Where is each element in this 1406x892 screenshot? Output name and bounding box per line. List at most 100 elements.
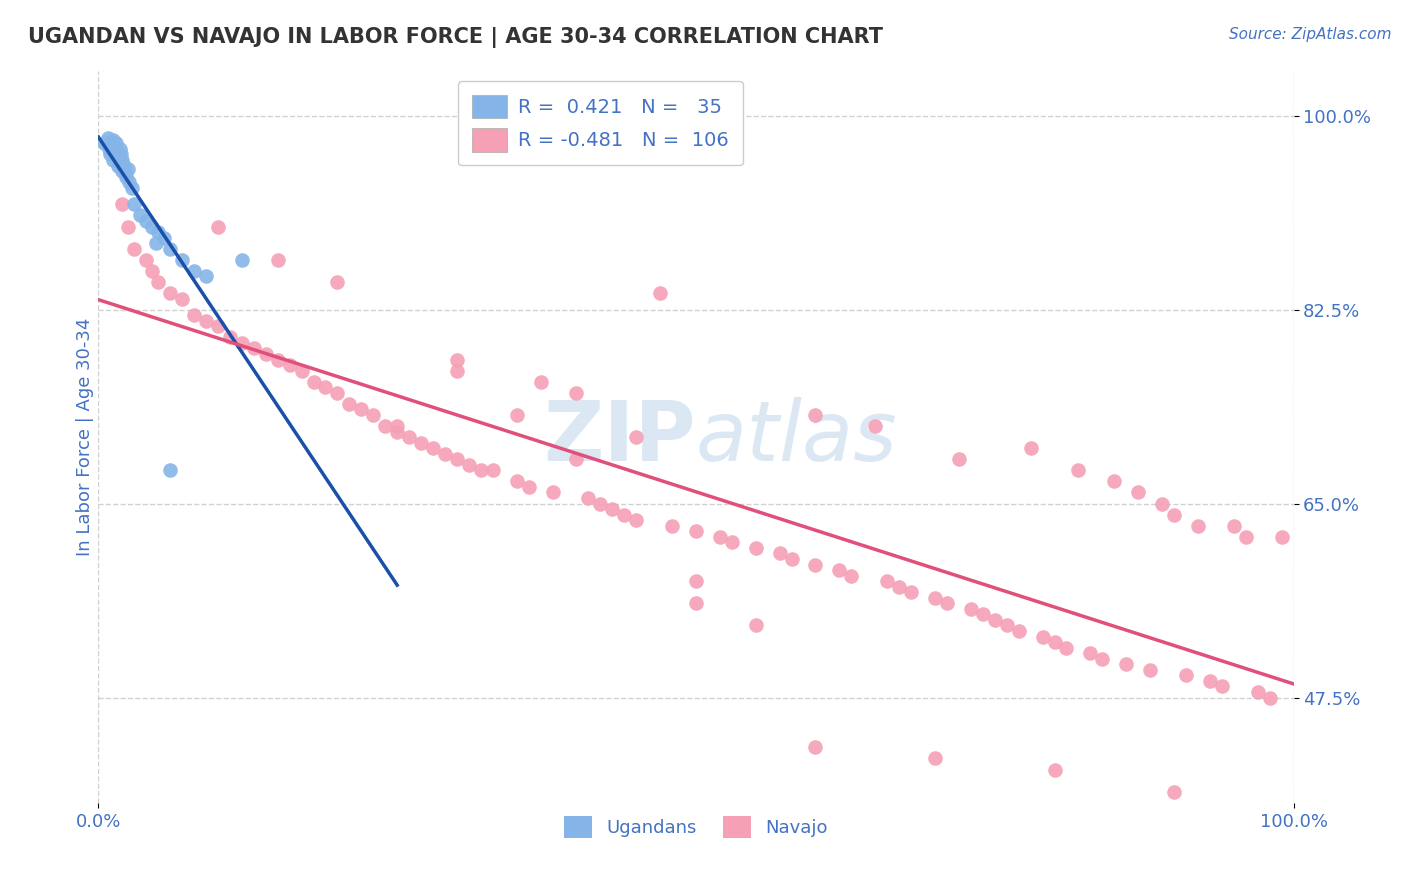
Point [517,480,540,494]
Point [315,380,337,394]
Point [1115,657,1137,672]
Point [506,408,529,422]
Point [110,147,132,161]
Point [195,314,218,328]
Point [326,275,349,289]
Point [828,563,851,577]
Point [446,363,468,377]
Point [804,408,827,422]
Point [1080,646,1102,660]
Legend: Ugandans, Navajo: Ugandans, Navajo [557,808,835,845]
Point [148,275,170,289]
Point [141,264,163,278]
Point [1104,475,1126,489]
Point [1175,668,1198,682]
Text: Source: ZipAtlas.com: Source: ZipAtlas.com [1229,27,1392,42]
Point [1187,518,1209,533]
Point [745,618,768,632]
Point [207,219,229,234]
Point [876,574,898,589]
Point [446,352,468,367]
Point [339,397,361,411]
Point [1163,508,1185,522]
Point [780,552,803,566]
Point [148,225,170,239]
Point [578,491,600,505]
Point [948,452,970,467]
Point [1043,763,1066,777]
Point [254,347,277,361]
Point [183,308,205,322]
Point [602,502,624,516]
Point [159,285,181,300]
Point [924,591,946,605]
Point [302,375,325,389]
Point [1067,463,1090,477]
Point [118,175,141,189]
Point [267,252,290,267]
Point [124,242,146,256]
Point [231,335,253,350]
Point [145,236,167,251]
Text: ZIP: ZIP [544,397,696,477]
Point [105,144,128,158]
Point [1139,663,1161,677]
Point [565,385,588,400]
Point [159,463,181,477]
Point [936,596,959,610]
Point [385,419,409,434]
Point [434,447,457,461]
Point [865,419,887,434]
Point [768,546,790,560]
Point [1128,485,1150,500]
Point [972,607,994,622]
Point [1043,635,1066,649]
Point [135,252,157,267]
Point [363,408,385,422]
Point [889,580,911,594]
Point [1258,690,1281,705]
Point [1152,497,1174,511]
Point [350,402,373,417]
Point [385,425,409,439]
Point [648,285,672,300]
Point [107,151,129,165]
Point [1271,530,1294,544]
Point [960,602,983,616]
Point [1019,441,1042,455]
Point [613,508,636,522]
Point [117,219,139,234]
Point [101,153,124,167]
Point [135,214,157,228]
Point [900,585,922,599]
Point [685,574,707,589]
Point [481,463,505,477]
Point [1163,785,1185,799]
Point [924,751,946,765]
Point [98,147,122,161]
Point [291,363,314,377]
Point [541,485,564,500]
Text: atlas: atlas [696,397,897,477]
Point [984,613,1007,627]
Text: UGANDAN VS NAVAJO IN LABOR FORCE | AGE 30-34 CORRELATION CHART: UGANDAN VS NAVAJO IN LABOR FORCE | AGE 3… [28,27,883,48]
Point [115,169,138,184]
Point [446,452,468,467]
Point [745,541,768,555]
Point [470,463,492,477]
Point [1091,651,1114,665]
Point [1056,640,1078,655]
Point [103,139,125,153]
Point [458,458,481,472]
Point [153,230,176,244]
Point [267,352,290,367]
Point [183,264,205,278]
Point [107,159,129,173]
Point [111,153,134,167]
Point [1247,685,1270,699]
Point [101,133,124,147]
Point [804,740,827,755]
Point [231,252,253,267]
Point [172,252,194,267]
Point [111,164,134,178]
